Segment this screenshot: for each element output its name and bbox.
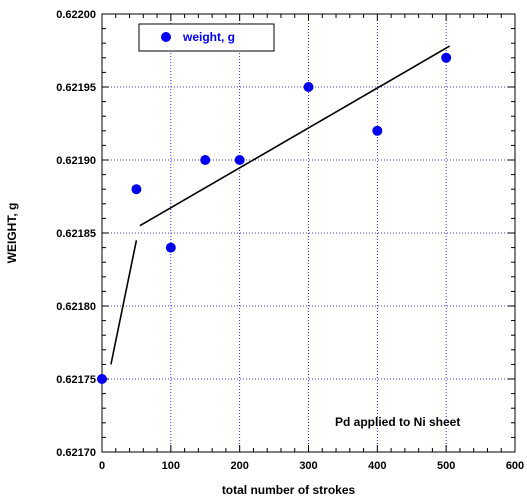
x-tick-label: 0 xyxy=(99,460,105,472)
legend-marker xyxy=(161,32,171,42)
data-point xyxy=(441,52,452,63)
y-tick-label: 0.62170 xyxy=(56,447,96,459)
ticks: 0 100 200 300 400 500 600 0.62170 0.62175 0.62180… xyxy=(56,9,524,472)
fit-line xyxy=(139,45,451,227)
legend-label: weight, g xyxy=(182,30,235,44)
x-tick-label: 100 xyxy=(162,460,180,472)
x-tick-label: 600 xyxy=(506,460,524,472)
fit-line xyxy=(110,240,138,365)
data-points xyxy=(97,52,452,384)
y-tick-label: 0.62185 xyxy=(56,228,96,240)
data-point xyxy=(97,374,107,384)
data-point xyxy=(372,125,383,136)
y-tick-label: 0.62200 xyxy=(56,9,96,21)
y-tick-label: 0.62175 xyxy=(56,374,96,386)
x-tick-label: 300 xyxy=(299,460,317,472)
y-axis-label: WEIGHT, g xyxy=(5,203,19,264)
y-tick-label: 0.62195 xyxy=(56,82,96,94)
grid xyxy=(102,14,515,452)
data-point xyxy=(165,242,176,253)
x-tick-label: 200 xyxy=(230,460,248,472)
y-tick-label: 0.62190 xyxy=(56,155,96,167)
y-tick-label: 0.62180 xyxy=(56,301,96,313)
fit-lines xyxy=(110,45,451,365)
x-axis-label: total number of strokes xyxy=(222,483,356,497)
data-point xyxy=(131,184,142,195)
data-point xyxy=(303,82,314,92)
data-point xyxy=(234,155,245,165)
legend: weight, g xyxy=(138,23,275,52)
data-point xyxy=(200,155,211,165)
x-tick-label: 500 xyxy=(437,460,455,472)
x-tick-label: 400 xyxy=(368,460,386,472)
annotation: Pd applied to Ni sheet xyxy=(335,415,460,429)
